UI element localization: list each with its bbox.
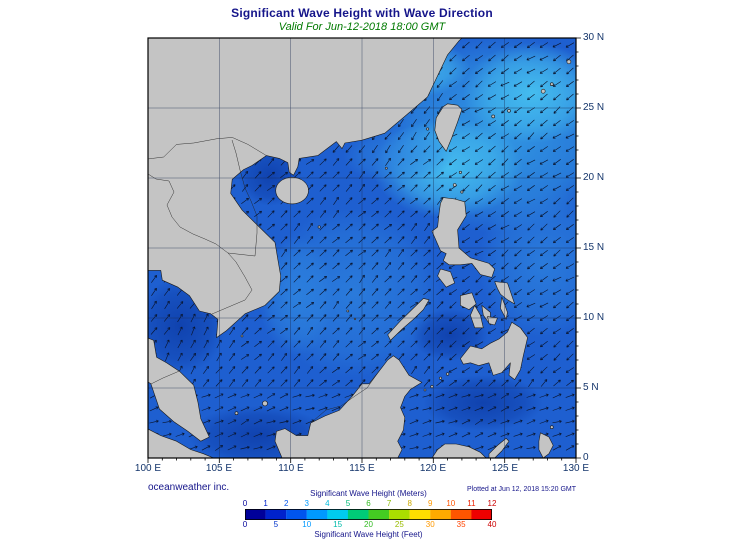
meters-tick: 11 bbox=[467, 499, 476, 508]
meters-tick: 8 bbox=[407, 499, 412, 508]
meters-tick: 12 bbox=[487, 499, 497, 508]
feet-tick: 10 bbox=[302, 520, 312, 529]
y-tick-label: 15 N bbox=[583, 242, 605, 253]
luzon bbox=[431, 197, 496, 278]
feet-tick: 25 bbox=[394, 520, 404, 529]
meters-tick: 10 bbox=[446, 499, 456, 508]
mindanao bbox=[460, 321, 528, 380]
x-tick-label: 105 E bbox=[205, 463, 233, 474]
x-tick-label: 110 E bbox=[278, 463, 304, 474]
feet-tick: 5 bbox=[273, 520, 279, 529]
meters-tick: 4 bbox=[325, 499, 330, 508]
colorbar-feet-label: Significant Wave Height (Feet) bbox=[314, 530, 423, 539]
feet-tick: 20 bbox=[364, 520, 373, 529]
landmasses bbox=[148, 38, 572, 458]
halmahera bbox=[538, 432, 554, 458]
colorbar-feet-ticks: 0 5 10 15 20 25 30 35 40 bbox=[242, 520, 497, 530]
sumatra bbox=[148, 428, 214, 458]
axis-tick-marks bbox=[147, 37, 581, 463]
y-tick-label: 25 N bbox=[583, 102, 605, 113]
x-tick-label: 115 E bbox=[349, 463, 375, 474]
wave-height-map bbox=[147, 37, 581, 463]
colorbar: Significant Wave Height (Meters) 0 1 2 3… bbox=[242, 489, 497, 540]
y-tick-label: 30 N bbox=[583, 32, 605, 43]
plotted-timestamp: Plotted at Jun 12, 2018 15:20 GMT bbox=[467, 486, 576, 493]
small-islands bbox=[234, 59, 572, 430]
x-tick-label: 125 E bbox=[491, 463, 519, 474]
grid-lines bbox=[148, 38, 576, 458]
negros bbox=[470, 305, 484, 329]
y-tick-label: 10 N bbox=[583, 312, 605, 323]
feet-tick: 40 bbox=[487, 520, 497, 529]
country-borders bbox=[148, 137, 380, 424]
bohol bbox=[487, 316, 498, 326]
colorbar-meters-label: Significant Wave Height (Meters) bbox=[310, 489, 427, 498]
x-tick-label: 130 E bbox=[562, 463, 590, 474]
meters-tick: 3 bbox=[304, 499, 309, 508]
feet-tick: 35 bbox=[456, 520, 466, 529]
meters-tick: 9 bbox=[428, 499, 433, 508]
panay bbox=[460, 292, 477, 310]
feet-tick: 30 bbox=[425, 520, 435, 529]
x-tick-label: 120 E bbox=[419, 463, 447, 474]
meters-tick: 6 bbox=[366, 499, 371, 508]
meters-tick: 1 bbox=[263, 499, 268, 508]
meters-tick: 7 bbox=[386, 499, 392, 508]
sulawesi-north-arm bbox=[488, 438, 510, 458]
oceanweather-credit: oceanweather inc. bbox=[148, 482, 230, 493]
meters-tick: 5 bbox=[345, 499, 351, 508]
meters-tick: 2 bbox=[283, 499, 289, 508]
valid-time-subtitle: Valid For Jun-12-2018 18:00 GMT bbox=[278, 21, 446, 33]
meters-tick: 0 bbox=[242, 499, 248, 508]
feet-tick: 15 bbox=[333, 520, 343, 529]
feet-tick: 0 bbox=[242, 520, 248, 529]
colorbar-meters-ticks: 0 1 2 3 4 5 6 7 8 9 10 11 12 bbox=[242, 499, 497, 509]
colorbar-gradient bbox=[245, 509, 492, 520]
malay-peninsula bbox=[148, 337, 210, 442]
mainland-asia bbox=[148, 38, 463, 338]
mindoro bbox=[437, 268, 456, 288]
y-tick-label: 5 N bbox=[583, 382, 599, 393]
hainan bbox=[275, 177, 309, 205]
leyte bbox=[500, 296, 508, 320]
page-title: Significant Wave Height with Wave Direct… bbox=[231, 6, 493, 20]
y-tick-label: 20 N bbox=[583, 172, 605, 183]
sulawesi-west bbox=[431, 443, 487, 458]
map-frame bbox=[147, 37, 577, 459]
palawan bbox=[387, 298, 430, 341]
borneo bbox=[274, 355, 423, 458]
y-tick-label: 0 bbox=[583, 452, 589, 463]
x-tick-label: 100 E bbox=[134, 463, 162, 474]
